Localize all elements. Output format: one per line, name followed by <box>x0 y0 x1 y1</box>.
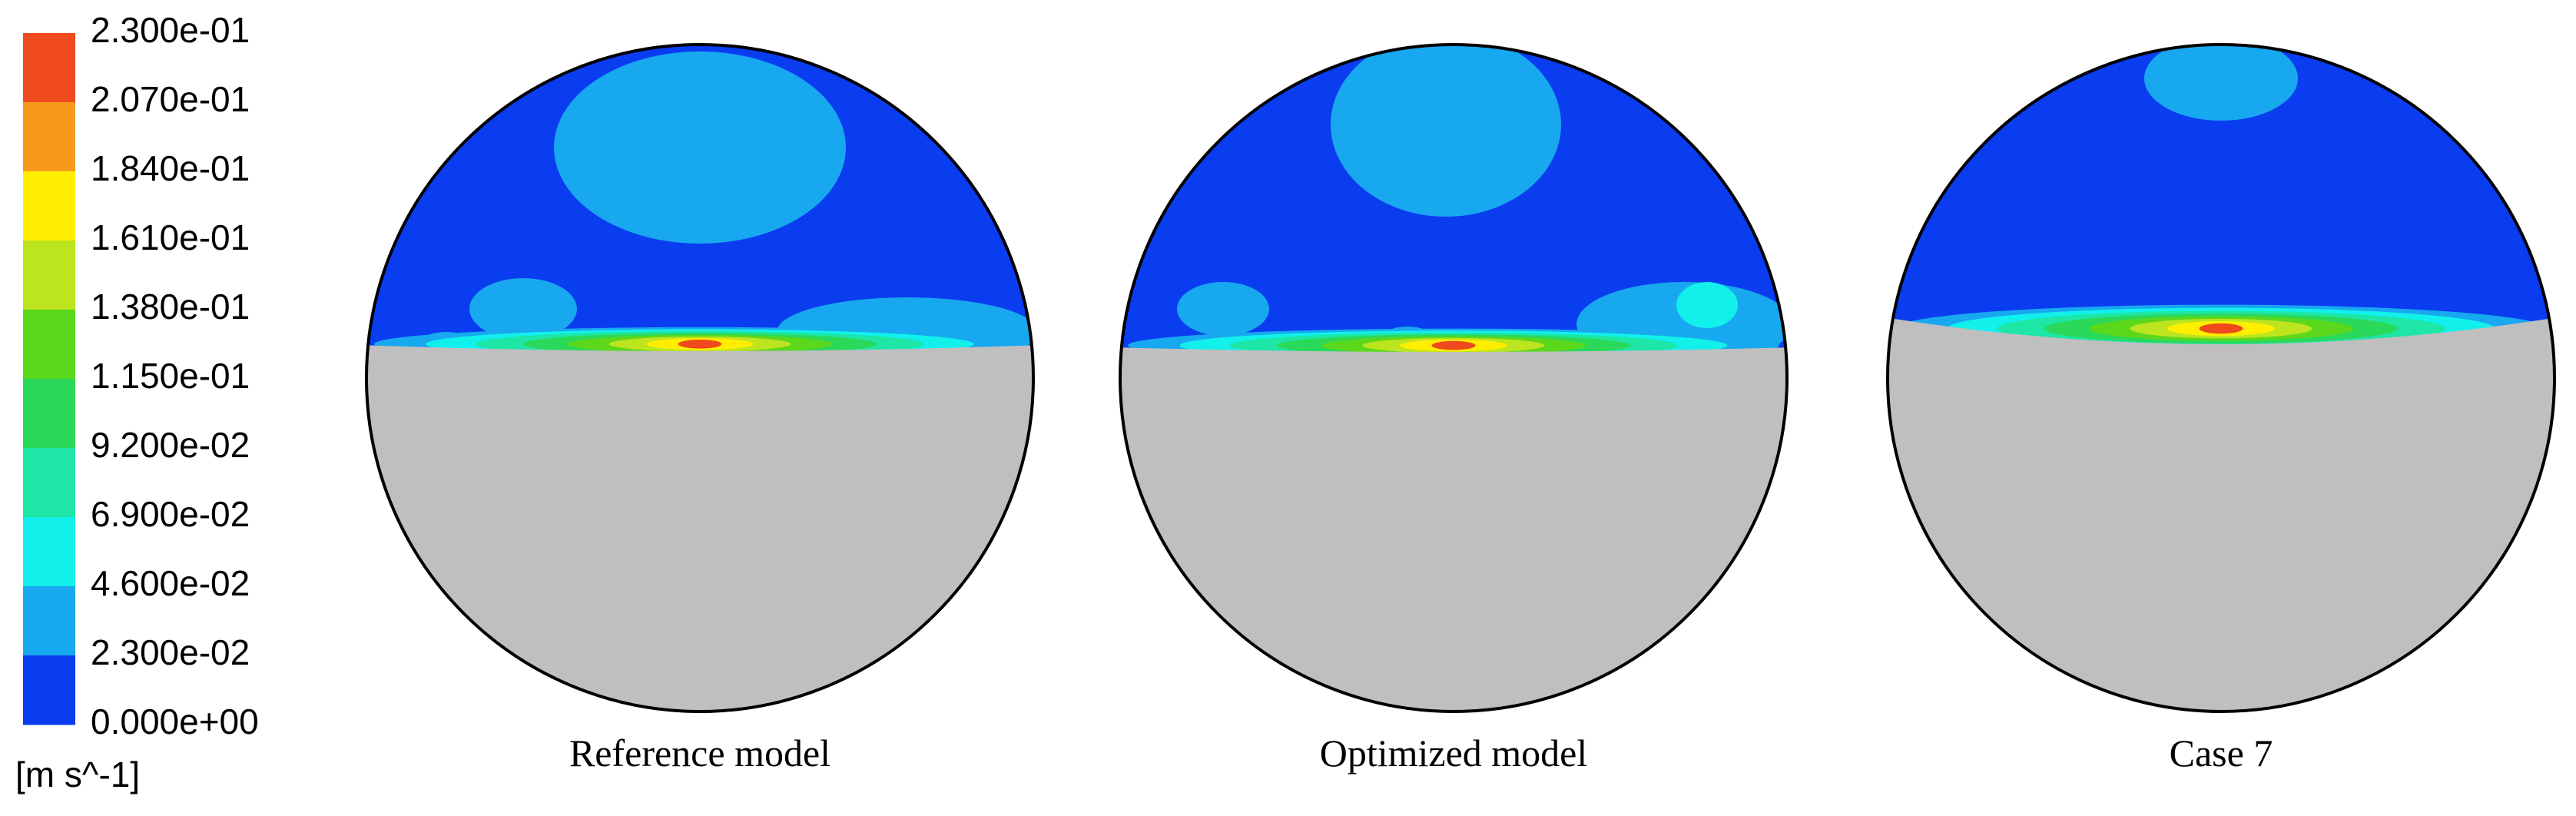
colorbar-label: 1.610e-01 <box>91 217 250 257</box>
colorbar-label: 1.380e-01 <box>91 287 250 327</box>
velocity-contour <box>2144 45 2298 121</box>
velocity-contour <box>1177 282 1269 336</box>
contour-panel: Reference model <box>365 43 1035 775</box>
colorbar-label: 4.600e-02 <box>91 563 250 603</box>
liquid-region <box>1888 317 2554 712</box>
colorbar-label: 9.200e-02 <box>91 425 250 465</box>
colorbar-band <box>23 586 75 656</box>
velocity-contour <box>1431 340 1476 350</box>
colorbar-band <box>23 240 75 310</box>
colorbar-band <box>23 655 75 725</box>
liquid-region <box>1120 347 1787 712</box>
velocity-contour <box>469 278 577 340</box>
panels: Reference model Optimized model Case 7 <box>365 43 2556 775</box>
velocity-contour <box>554 51 846 244</box>
velocity-contour <box>678 339 722 349</box>
velocity-contour <box>2199 323 2243 334</box>
liquid-region <box>366 345 1033 712</box>
colorbar-label: 1.840e-01 <box>91 148 250 188</box>
colorbar-label: 2.300e-01 <box>91 10 250 50</box>
colorbar-band <box>23 102 75 172</box>
colorbar-unit: [m s^-1] <box>15 755 140 794</box>
contour-panel: Optimized model <box>1119 43 1789 775</box>
colorbar-label: 0.000e+00 <box>91 702 259 741</box>
velocity-contour <box>1331 45 1561 217</box>
panel-label: Reference model <box>569 731 830 775</box>
colorbar-label: 2.070e-01 <box>91 79 250 119</box>
colorbar-label: 2.300e-02 <box>91 632 250 672</box>
panel-label: Optimized model <box>1320 731 1588 775</box>
colorbar-band <box>23 448 75 518</box>
colorbar-band <box>23 171 75 241</box>
velocity-contour <box>1676 282 1738 328</box>
colorbar-label: 1.150e-01 <box>91 356 250 396</box>
contour-panel: Case 7 <box>1886 43 2556 775</box>
colorbar-band <box>23 310 75 380</box>
pipe-wall <box>1886 43 2556 713</box>
colorbar-band <box>23 33 75 103</box>
pipe-wall <box>1119 43 1789 713</box>
panel-label: Case 7 <box>2170 731 2273 775</box>
colorbar: 2.300e-01 2.070e-01 1.840e-01 1.610e-01 1.38… <box>23 10 259 741</box>
pipe-wall <box>365 43 1035 713</box>
colorbar-band <box>23 379 75 449</box>
colorbar-band <box>23 517 75 587</box>
colorbar-label: 6.900e-02 <box>91 494 250 534</box>
